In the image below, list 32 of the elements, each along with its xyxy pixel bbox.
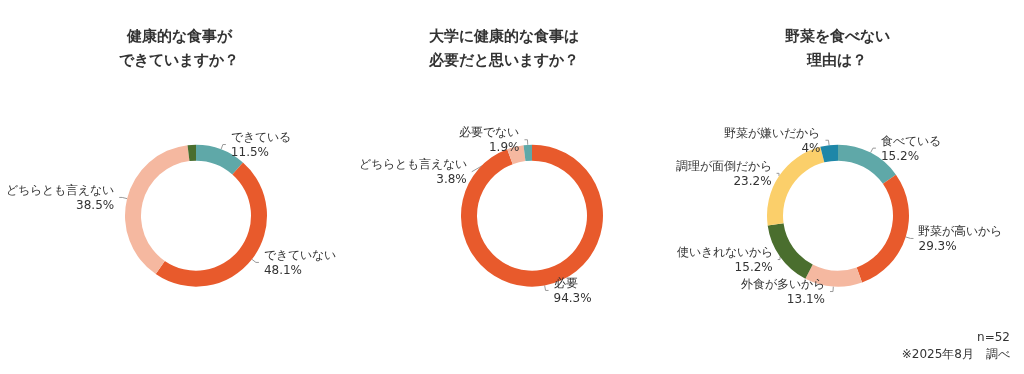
data-label: 11.5% <box>230 145 269 160</box>
slice-label: できている <box>230 130 291 145</box>
data-label: 1.9% <box>488 140 520 155</box>
slice-label: 必要でない <box>459 125 520 140</box>
data-label: 15.2% <box>734 260 773 275</box>
data-label: 15.2% <box>880 148 920 163</box>
text: n=52 <box>977 330 1010 344</box>
slice-label: 食べている <box>880 133 941 148</box>
chart-subtitle: できていますか？ <box>119 51 239 69</box>
data-label: 38.5% <box>76 197 115 212</box>
data-label: 23.2% <box>733 173 772 188</box>
data-label: 4% <box>801 140 821 155</box>
chart-subtitle: 必要だと思いますか？ <box>428 51 579 69</box>
slice-label: 使いきれないから <box>676 245 773 260</box>
slice-label: どちらとも言えない <box>358 157 467 172</box>
slice-label: 野菜が高いから <box>918 223 1003 238</box>
slice-label: 野菜が嫌いだから <box>724 125 821 140</box>
chart-title: 大学に健康的な食事は <box>429 27 579 45</box>
slice-label: どちらとも言えない <box>6 182 115 197</box>
chart-title: 健康的な食事が <box>125 27 233 45</box>
data-label: 94.3% <box>553 290 592 305</box>
slice-label: 必要 <box>553 275 578 290</box>
data-label: 29.3% <box>918 238 957 253</box>
text: ※2025年8月 調べ <box>901 347 1010 361</box>
data-label: 3.8% <box>436 172 467 187</box>
data-label: 48.1% <box>263 262 303 277</box>
slice-label: 外食が多いから <box>740 277 825 292</box>
data-label: 13.1% <box>786 292 825 307</box>
chart-subtitle: 理由は？ <box>806 51 867 69</box>
chart-title: 野菜を食べない <box>784 27 890 45</box>
slice-label: できていない <box>263 247 336 262</box>
slice-label: 調理が面倒だから <box>675 158 772 173</box>
